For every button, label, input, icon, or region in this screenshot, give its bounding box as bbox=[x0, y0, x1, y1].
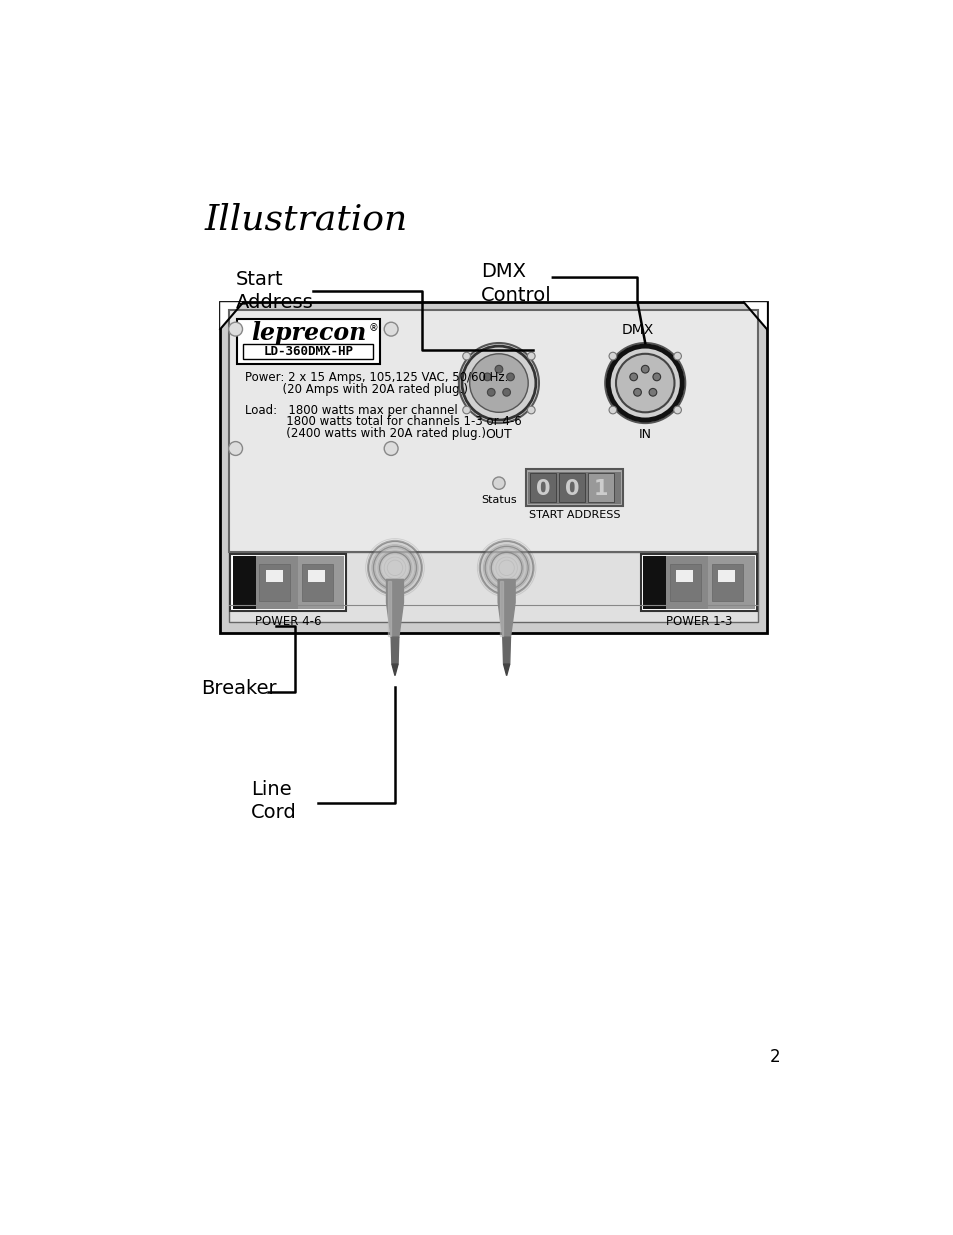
Bar bbox=[237, 319, 379, 364]
Circle shape bbox=[384, 322, 397, 336]
Bar bbox=[243, 343, 373, 359]
Bar bbox=[229, 552, 757, 621]
Text: DMX
Control: DMX Control bbox=[480, 262, 552, 305]
Circle shape bbox=[527, 352, 535, 359]
Text: (2400 watts with 20A rated plug.): (2400 watts with 20A rated plug.) bbox=[245, 427, 485, 440]
Bar bbox=[297, 556, 344, 609]
Circle shape bbox=[640, 366, 648, 373]
Circle shape bbox=[495, 366, 502, 373]
Circle shape bbox=[379, 552, 410, 583]
Bar bbox=[640, 555, 756, 611]
Text: Power: 2 x 15 Amps, 105,125 VAC, 50/60 Hz.: Power: 2 x 15 Amps, 105,125 VAC, 50/60 H… bbox=[245, 372, 508, 384]
Bar bbox=[301, 564, 333, 601]
Bar bbox=[259, 564, 290, 601]
Text: 1: 1 bbox=[594, 478, 608, 499]
Circle shape bbox=[673, 406, 680, 414]
Bar bbox=[588, 473, 614, 503]
Text: IN: IN bbox=[639, 427, 651, 441]
Bar bbox=[558, 473, 584, 503]
Circle shape bbox=[648, 389, 656, 396]
Text: Breaker: Breaker bbox=[201, 679, 276, 699]
Circle shape bbox=[483, 373, 491, 380]
Bar bbox=[718, 571, 735, 583]
Polygon shape bbox=[220, 303, 243, 330]
Bar bbox=[642, 556, 665, 609]
Text: leprecon: leprecon bbox=[251, 321, 366, 345]
Bar bbox=[265, 571, 282, 583]
Circle shape bbox=[608, 346, 681, 420]
Circle shape bbox=[502, 389, 510, 396]
Polygon shape bbox=[392, 664, 397, 676]
Text: POWER 1-3: POWER 1-3 bbox=[665, 615, 731, 627]
Bar bbox=[525, 469, 622, 506]
Circle shape bbox=[461, 346, 536, 420]
Text: Load:   1800 watts max per channel: Load: 1800 watts max per channel bbox=[245, 404, 457, 417]
Circle shape bbox=[384, 442, 397, 456]
Text: (20 Amps with 20A rated plug.): (20 Amps with 20A rated plug.) bbox=[245, 383, 467, 396]
Text: 2: 2 bbox=[768, 1049, 780, 1066]
Bar bbox=[669, 564, 700, 601]
Circle shape bbox=[673, 352, 680, 359]
Circle shape bbox=[527, 406, 535, 414]
Polygon shape bbox=[391, 637, 398, 664]
Circle shape bbox=[368, 541, 421, 595]
Bar bbox=[712, 564, 742, 601]
Circle shape bbox=[608, 406, 616, 414]
Circle shape bbox=[506, 373, 514, 380]
Text: 0: 0 bbox=[535, 478, 550, 499]
Circle shape bbox=[458, 343, 538, 424]
Circle shape bbox=[229, 442, 242, 456]
Bar bbox=[220, 303, 766, 634]
Circle shape bbox=[487, 389, 495, 396]
Circle shape bbox=[652, 373, 659, 380]
Polygon shape bbox=[388, 580, 391, 636]
Bar bbox=[529, 473, 556, 503]
Bar bbox=[230, 555, 346, 611]
Circle shape bbox=[633, 389, 640, 396]
Text: Illustration: Illustration bbox=[205, 203, 408, 236]
Polygon shape bbox=[499, 580, 502, 636]
Polygon shape bbox=[743, 303, 766, 330]
Circle shape bbox=[608, 352, 616, 359]
Text: 0: 0 bbox=[564, 478, 578, 499]
Circle shape bbox=[484, 546, 528, 589]
Circle shape bbox=[616, 353, 674, 412]
Polygon shape bbox=[497, 579, 515, 637]
Circle shape bbox=[469, 353, 528, 412]
Text: POWER 4-6: POWER 4-6 bbox=[254, 615, 321, 627]
Text: LD-360DMX-HP: LD-360DMX-HP bbox=[263, 345, 353, 358]
Bar bbox=[665, 556, 708, 609]
Bar bbox=[255, 556, 297, 609]
Text: DMX: DMX bbox=[620, 322, 653, 337]
Circle shape bbox=[493, 477, 504, 489]
Text: START ADDRESS: START ADDRESS bbox=[528, 510, 619, 520]
Text: OUT: OUT bbox=[485, 427, 512, 441]
Circle shape bbox=[462, 406, 470, 414]
Text: Status: Status bbox=[480, 495, 517, 505]
Circle shape bbox=[373, 546, 416, 589]
Polygon shape bbox=[502, 637, 510, 664]
Text: Line
Cord: Line Cord bbox=[251, 779, 296, 823]
Bar bbox=[229, 310, 757, 552]
Text: ®: ® bbox=[368, 324, 377, 333]
Circle shape bbox=[604, 343, 684, 424]
Bar bbox=[676, 571, 692, 583]
Circle shape bbox=[629, 373, 637, 380]
Bar bbox=[528, 472, 620, 504]
Circle shape bbox=[229, 322, 242, 336]
Circle shape bbox=[462, 352, 470, 359]
Circle shape bbox=[491, 552, 521, 583]
Circle shape bbox=[479, 541, 533, 595]
Bar bbox=[708, 556, 754, 609]
Text: 1800 watts total for channels 1-3 or 4-6: 1800 watts total for channels 1-3 or 4-6 bbox=[245, 415, 521, 429]
Text: Start
Address: Start Address bbox=[235, 270, 313, 312]
Bar bbox=[308, 571, 325, 583]
Polygon shape bbox=[503, 664, 509, 676]
Polygon shape bbox=[386, 579, 403, 637]
Bar bbox=[233, 556, 255, 609]
